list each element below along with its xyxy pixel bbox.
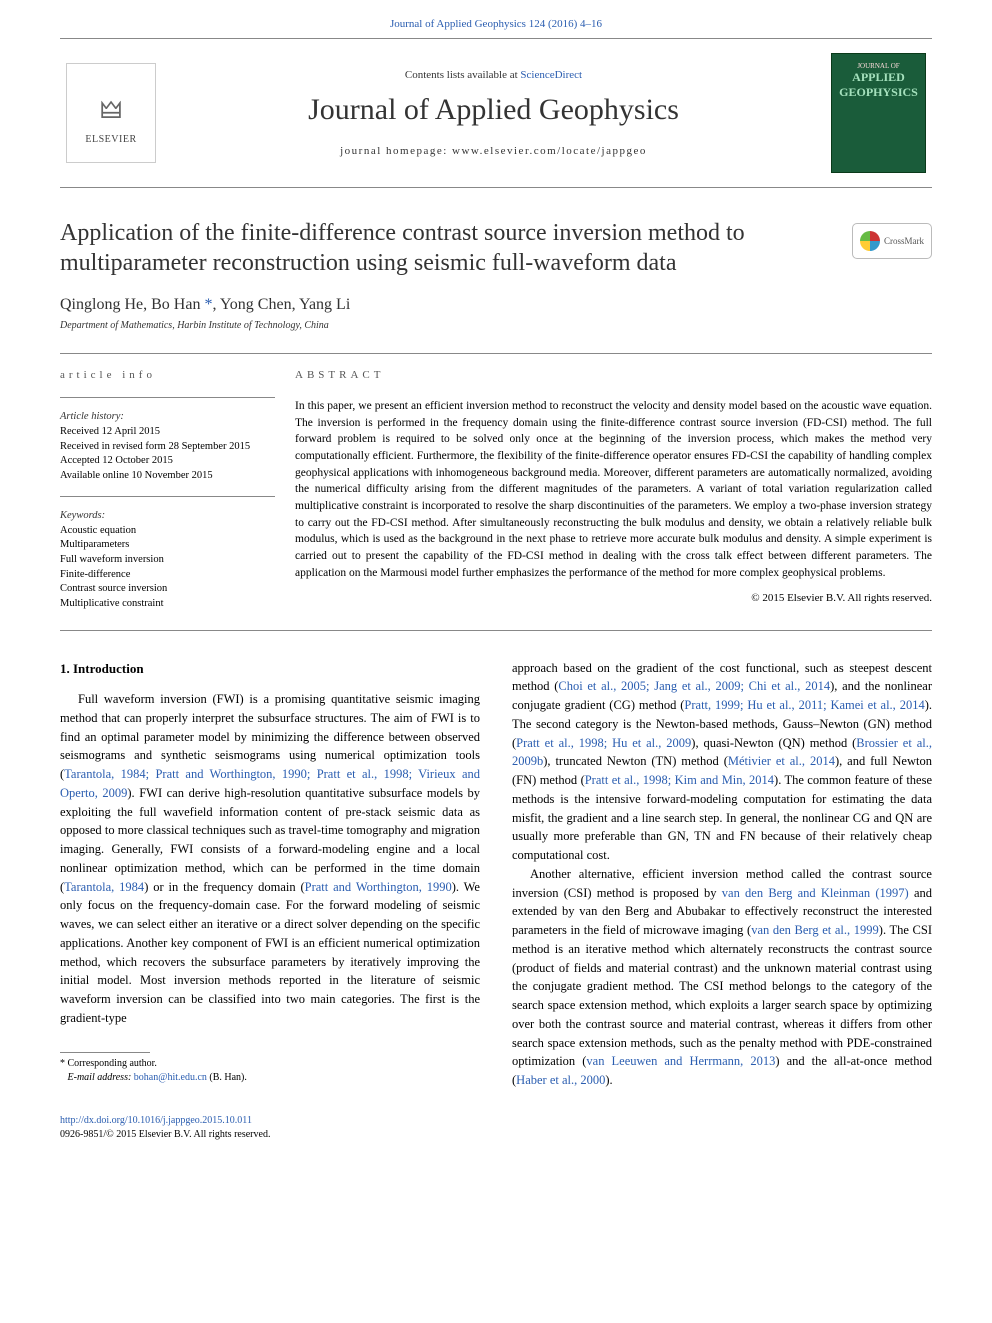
sciencedirect-link[interactable]: ScienceDirect bbox=[520, 69, 582, 81]
intro-para-1-cont: approach based on the gradient of the co… bbox=[512, 659, 932, 865]
cite-link[interactable]: Pratt and Worthington, 1990 bbox=[305, 880, 452, 894]
cite-link[interactable]: Pratt et al., 1998; Kim and Min, 2014 bbox=[585, 773, 774, 787]
star-icon: * bbox=[60, 1058, 65, 1069]
abstract-block: ABSTRACT In this paper, we present an ef… bbox=[295, 368, 932, 612]
text-seg: ) or in the frequency domain ( bbox=[144, 880, 304, 894]
text-seg: ). bbox=[605, 1073, 612, 1087]
corr-author-label: Corresponding author. bbox=[68, 1058, 157, 1069]
body-columns: 1. Introduction Full waveform inversion … bbox=[60, 659, 932, 1090]
contents-prefix: Contents lists available at bbox=[405, 69, 520, 81]
corresponding-star-icon: * bbox=[204, 296, 212, 313]
cite-link[interactable]: Choi et al., 2005; Jang et al., 2009; Ch… bbox=[558, 679, 830, 693]
footnote-rule bbox=[60, 1052, 150, 1053]
intro-para-2: Another alternative, efficient inversion… bbox=[512, 865, 932, 1090]
homepage-label: journal homepage: bbox=[340, 145, 452, 157]
elsevier-name: ELSEVIER bbox=[85, 134, 136, 145]
email-label: E-mail address: bbox=[68, 1072, 134, 1083]
crossmark-icon bbox=[860, 231, 880, 251]
cite-link[interactable]: Tarantola, 1984 bbox=[64, 880, 144, 894]
cite-link[interactable]: Haber et al., 2000 bbox=[516, 1073, 605, 1087]
citation-header: Journal of Applied Geophysics 124 (2016)… bbox=[0, 0, 992, 38]
text-seg: ), quasi-Newton (QN) method ( bbox=[691, 736, 856, 750]
author-2: Bo Han bbox=[151, 296, 200, 313]
issn-copyright: 0926-9851/© 2015 Elsevier B.V. All right… bbox=[60, 1129, 270, 1140]
section-1-heading: 1. Introduction bbox=[60, 659, 480, 679]
abstract-heading: ABSTRACT bbox=[295, 368, 932, 384]
header-center: Contents lists available at ScienceDirec… bbox=[156, 59, 831, 167]
text-seg: ). The CSI method is an iterative method… bbox=[512, 923, 932, 1068]
affiliation: Department of Mathematics, Harbin Instit… bbox=[60, 320, 932, 331]
journal-name: Journal of Applied Geophysics bbox=[176, 93, 811, 127]
history-accepted: Accepted 12 October 2015 bbox=[60, 454, 275, 469]
keywords-label: Keywords: bbox=[60, 509, 275, 524]
abstract-copyright: © 2015 Elsevier B.V. All rights reserved… bbox=[295, 591, 932, 607]
journal-header: 🜲 ELSEVIER Contents lists available at S… bbox=[60, 38, 932, 188]
cite-link[interactable]: Métivier et al., 2014 bbox=[728, 754, 835, 768]
history-label: Article history: bbox=[60, 410, 275, 425]
cover-line2: APPLIED bbox=[852, 70, 905, 84]
keyword-2: Full waveform inversion bbox=[60, 553, 275, 568]
footnote-block: * Corresponding author. E-mail address: … bbox=[60, 1057, 480, 1085]
meta-row: article info Article history: Received 1… bbox=[60, 353, 932, 631]
cite-link[interactable]: van Leeuwen and Herrmann, 2013 bbox=[586, 1054, 775, 1068]
cover-line3: GEOPHYSICS bbox=[839, 85, 918, 99]
journal-cover-thumbnail: JOURNAL OF APPLIED GEOPHYSICS bbox=[831, 53, 926, 173]
email-name: (B. Han). bbox=[207, 1072, 247, 1083]
history-received: Received 12 April 2015 bbox=[60, 425, 275, 440]
keyword-0: Acoustic equation bbox=[60, 524, 275, 539]
history-revised: Received in revised form 28 September 20… bbox=[60, 440, 275, 455]
cite-link[interactable]: Pratt et al., 1998; Hu et al., 2009 bbox=[516, 736, 691, 750]
column-right: approach based on the gradient of the co… bbox=[512, 659, 932, 1090]
author-4: Yang Li bbox=[299, 296, 350, 313]
column-left: 1. Introduction Full waveform inversion … bbox=[60, 659, 480, 1090]
article-title: Application of the finite-difference con… bbox=[60, 218, 832, 278]
history-online: Available online 10 November 2015 bbox=[60, 469, 275, 484]
crossmark-badge[interactable]: CrossMark bbox=[852, 223, 932, 259]
abstract-text: In this paper, we present an efficient i… bbox=[295, 398, 932, 581]
elsevier-tree-icon: 🜲 bbox=[100, 82, 122, 132]
article-info-heading: article info bbox=[60, 368, 275, 383]
crossmark-label: CrossMark bbox=[884, 236, 924, 246]
homepage-url: www.elsevier.com/locate/jappgeo bbox=[452, 145, 647, 157]
author-list: Qinglong He, Bo Han *, Yong Chen, Yang L… bbox=[60, 296, 932, 314]
cite-link[interactable]: Pratt, 1999; Hu et al., 2011; Kamei et a… bbox=[684, 698, 924, 712]
keyword-1: Multiparameters bbox=[60, 538, 275, 553]
keyword-5: Multiplicative constraint bbox=[60, 597, 275, 612]
cover-line1: JOURNAL OF bbox=[857, 62, 899, 70]
text-seg: ), truncated Newton (TN) method ( bbox=[543, 754, 728, 768]
elsevier-logo: 🜲 ELSEVIER bbox=[66, 63, 156, 163]
text-seg: ). We only focus on the frequency-domain… bbox=[60, 880, 480, 1025]
text-seg: ). FWI can derive high-resolution quanti… bbox=[60, 786, 480, 894]
article-info-block: article info Article history: Received 1… bbox=[60, 368, 295, 612]
intro-para-1: Full waveform inversion (FWI) is a promi… bbox=[60, 690, 480, 1028]
page-footer: http://dx.doi.org/10.1016/j.jappgeo.2015… bbox=[60, 1114, 932, 1142]
author-1: Qinglong He bbox=[60, 296, 143, 313]
journal-homepage: journal homepage: www.elsevier.com/locat… bbox=[176, 145, 811, 157]
cite-link[interactable]: van den Berg et al., 1999 bbox=[751, 923, 879, 937]
doi-link[interactable]: http://dx.doi.org/10.1016/j.jappgeo.2015… bbox=[60, 1115, 252, 1126]
email-link[interactable]: bohan@hit.edu.cn bbox=[134, 1072, 207, 1083]
keyword-3: Finite-difference bbox=[60, 568, 275, 583]
author-3: Yong Chen bbox=[220, 296, 292, 313]
cite-link[interactable]: van den Berg and Kleinman (1997) bbox=[722, 886, 909, 900]
contents-line: Contents lists available at ScienceDirec… bbox=[176, 69, 811, 81]
keyword-4: Contrast source inversion bbox=[60, 582, 275, 597]
